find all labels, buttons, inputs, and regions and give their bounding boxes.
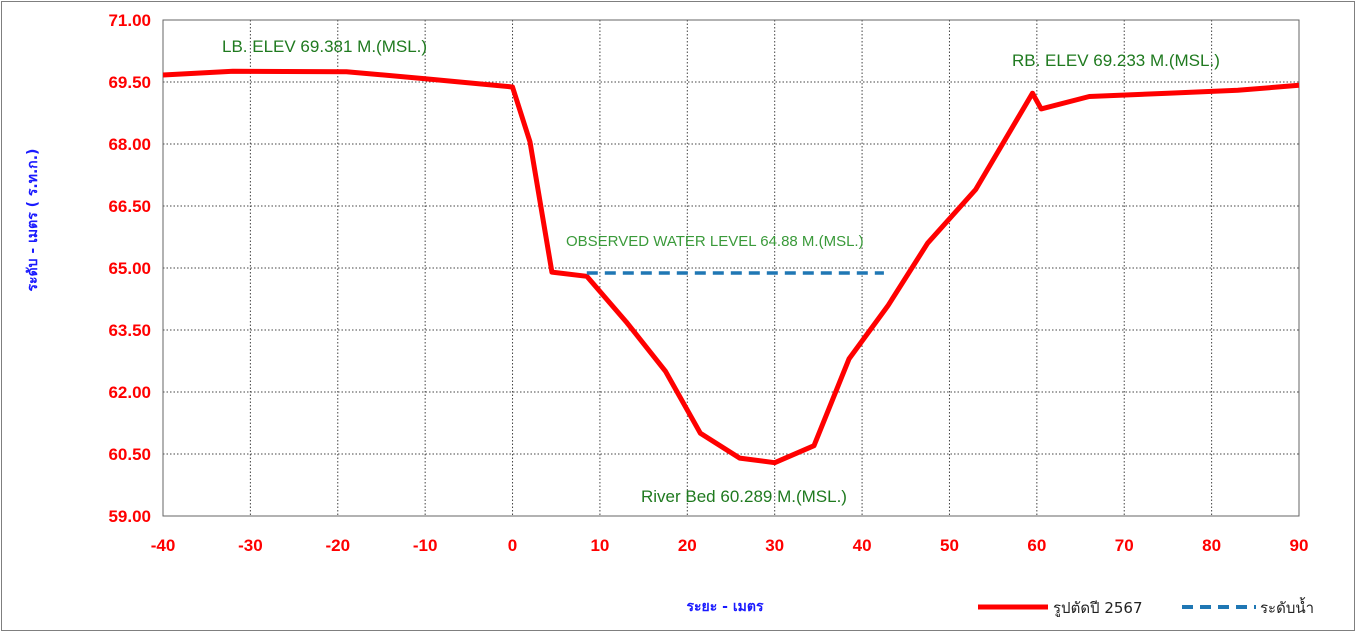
x-tick-label: 20 bbox=[678, 536, 697, 555]
annotation-left-bank: LB. ELEV 69.381 M.(MSL.) bbox=[222, 37, 427, 56]
x-axis-label: ระยะ - เมตร bbox=[687, 599, 764, 615]
annotation-right-bank: RB. ELEV 69.233 M.(MSL.) bbox=[1012, 51, 1220, 70]
y-tick-label: 66.50 bbox=[108, 197, 151, 216]
legend-label-water: ระดับน้ำ bbox=[1260, 597, 1314, 617]
x-tick-label: 0 bbox=[508, 536, 517, 555]
y-tick-label: 65.00 bbox=[108, 259, 151, 278]
grid-lines bbox=[162, 19, 1300, 517]
x-tick-label: -30 bbox=[238, 536, 263, 555]
y-tick-label: 68.00 bbox=[108, 135, 151, 154]
y-tick-label: 63.50 bbox=[108, 321, 151, 340]
plot-border bbox=[162, 19, 1300, 517]
x-tick-label: 40 bbox=[853, 536, 872, 555]
legend: รูปตัดปี 2567 ระดับน้ำ bbox=[978, 597, 1314, 617]
x-tick-label: 90 bbox=[1290, 536, 1309, 555]
series-line-section-2567 bbox=[162, 68, 1300, 466]
x-tick-label: 10 bbox=[590, 536, 609, 555]
y-tick-label: 59.00 bbox=[108, 507, 151, 526]
x-tick-label: 30 bbox=[765, 536, 784, 555]
y-tick-label: 62.00 bbox=[108, 383, 151, 402]
y-tick-label: 60.50 bbox=[108, 445, 151, 464]
x-tick-label: -20 bbox=[325, 536, 350, 555]
annotation-river-bed: River Bed 60.289 M.(MSL.) bbox=[641, 487, 847, 506]
x-tick-label: 70 bbox=[1115, 536, 1134, 555]
legend-label-section: รูปตัดปี 2567 bbox=[1053, 599, 1143, 617]
x-tick-label: 50 bbox=[940, 536, 959, 555]
y-axis-label: ระดับ - เมตร ( ร.ท.ก.) bbox=[25, 149, 41, 292]
y-tick-labels: 59.00 60.50 62.00 63.50 65.00 66.50 68.00 69.50… bbox=[108, 11, 151, 526]
annotation-water-level: OBSERVED WATER LEVEL 64.88 M.(MSL.) bbox=[566, 233, 864, 250]
y-tick-label: 71.00 bbox=[108, 11, 151, 30]
x-tick-labels: -40 -30 -20 -10 0 10 20 30 40 50 60 70 80 90 bbox=[151, 536, 1309, 555]
y-tick-label: 69.50 bbox=[108, 73, 151, 92]
x-tick-label: -10 bbox=[413, 536, 438, 555]
x-tick-label: 60 bbox=[1027, 536, 1046, 555]
x-tick-label: 80 bbox=[1202, 536, 1221, 555]
x-tick-label: -40 bbox=[151, 536, 176, 555]
series-layer bbox=[162, 68, 1300, 466]
